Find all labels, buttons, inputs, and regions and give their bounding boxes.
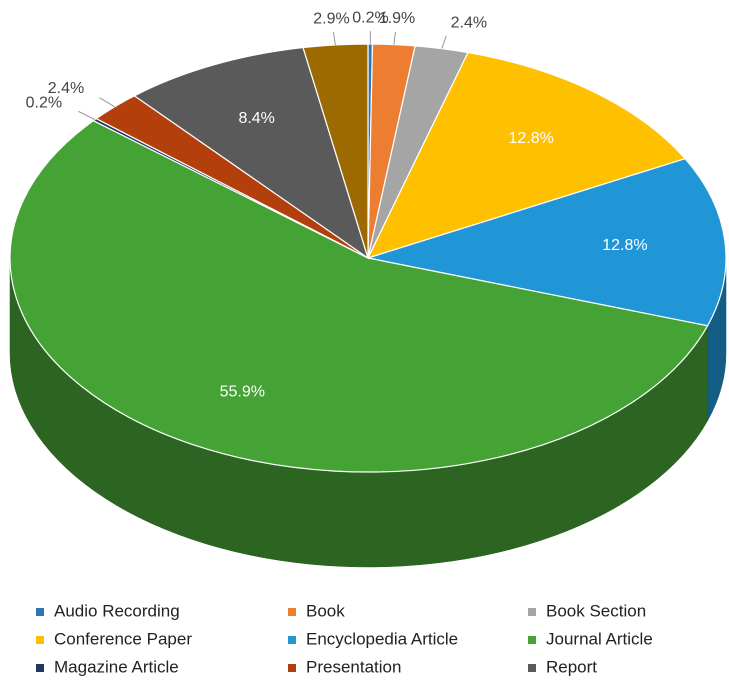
- legend-swatch: [528, 636, 536, 644]
- legend-swatch: [36, 636, 44, 644]
- data-label: 2.9%: [313, 11, 349, 28]
- legend-label: Book Section: [546, 601, 646, 620]
- slice: [9, 120, 709, 473]
- data-label: 2.4%: [48, 80, 84, 97]
- data-label: 55.9%: [220, 384, 265, 401]
- data-label: 8.4%: [238, 110, 274, 127]
- legend-swatch: [36, 664, 44, 672]
- legend-swatch: [288, 664, 296, 672]
- legend-label: Journal Article: [546, 629, 653, 648]
- data-label: 0.2%: [26, 94, 62, 111]
- leader-line: [332, 32, 336, 45]
- data-label: 12.8%: [602, 237, 647, 254]
- slice: [302, 43, 369, 259]
- legend-swatch: [528, 664, 536, 672]
- leader-line: [78, 110, 96, 121]
- leader-line: [441, 35, 447, 49]
- data-label: 12.8%: [509, 130, 554, 147]
- legend-label: Audio Recording: [54, 601, 180, 620]
- legend-swatch: [288, 636, 296, 644]
- legend-swatch: [528, 608, 536, 616]
- pie-top: [9, 43, 727, 473]
- legend-swatch: [288, 608, 296, 616]
- legend-label: Magazine Article: [54, 657, 179, 676]
- data-label: 2.4%: [451, 15, 487, 32]
- data-label: 1.9%: [379, 10, 415, 27]
- legend-label: Book: [306, 601, 345, 620]
- legend-swatch: [36, 608, 44, 616]
- legend-label: Conference Paper: [54, 629, 192, 648]
- leader-line: [99, 97, 115, 108]
- data-labels: 0.2%1.9% 2.4%12.8%12.8%55.9%0.2%2.4%8.4%2…: [26, 10, 648, 401]
- leader-line: [393, 31, 396, 45]
- data-label: 0.2%: [352, 10, 388, 27]
- slice: [367, 157, 727, 327]
- slice: [133, 46, 370, 260]
- legend: Audio Recording Book Book Section Conferenc…: [36, 601, 653, 676]
- slice: [366, 51, 687, 259]
- legend-label: Report: [546, 657, 597, 676]
- legend-label: Presentation: [306, 657, 401, 676]
- legend-label: Encyclopedia Article: [306, 629, 458, 648]
